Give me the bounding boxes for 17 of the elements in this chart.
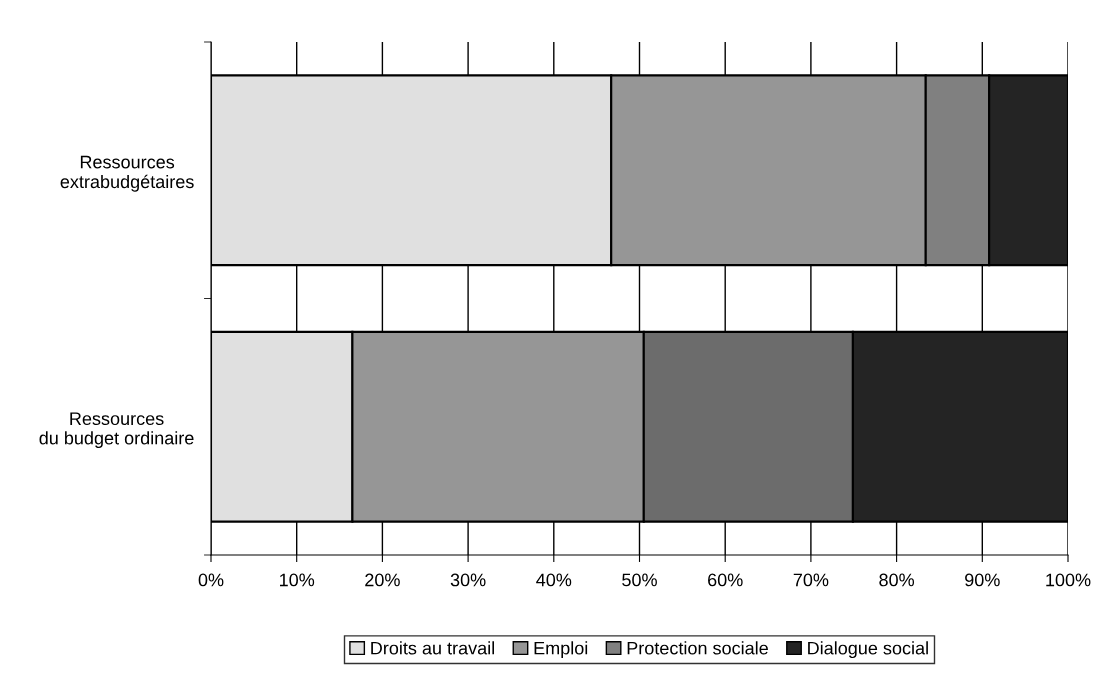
x-tick-label: 100% xyxy=(1046,573,1091,587)
y-tick-label: Ressources du budget ordinaire xyxy=(39,412,194,449)
x-tick-label: 40% xyxy=(536,573,572,587)
legend-label: Dialogue social xyxy=(808,641,928,659)
x-tick-label: 20% xyxy=(365,573,400,587)
x-tick-label: 0% xyxy=(198,573,224,587)
legend-label: Droits au travail xyxy=(371,641,494,655)
x-tick-label: 70% xyxy=(793,573,829,587)
legend-label: Protection sociale xyxy=(627,641,768,655)
x-tick-label: 10% xyxy=(280,573,315,587)
x-tick-label: 80% xyxy=(879,573,915,587)
x-tick-label: 60% xyxy=(708,573,743,587)
x-tick-label: 90% xyxy=(965,573,1000,587)
legend-label: Emploi xyxy=(534,641,588,659)
y-tick-label: Ressources extrabudgétaires xyxy=(60,155,194,192)
x-tick-label: 30% xyxy=(450,573,486,587)
x-tick-label: 50% xyxy=(622,573,657,587)
